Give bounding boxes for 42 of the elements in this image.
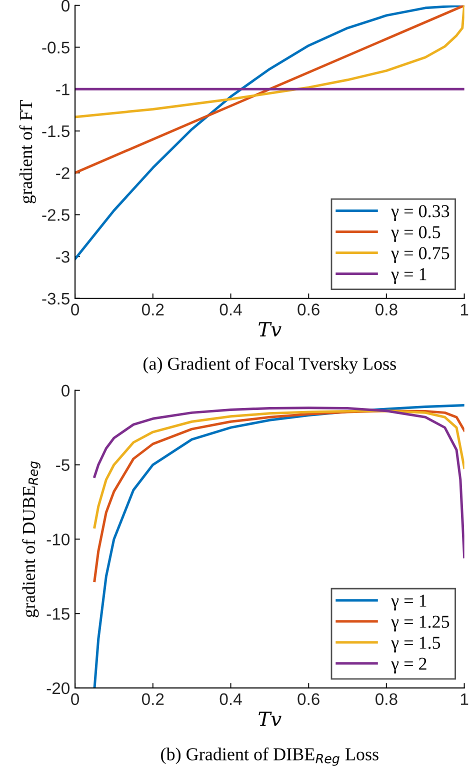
y-axis-title: gradient of FT	[19, 100, 36, 204]
x-tick-label: 0.6	[298, 304, 320, 316]
legend-label: γ = 0.33	[391, 205, 450, 221]
y-tick-label: -1.5	[42, 126, 70, 138]
x-axis-title: Tv	[258, 322, 282, 336]
y-tick-label: -1	[56, 84, 70, 96]
legend-label: γ = 1	[391, 594, 426, 611]
x-tick-label: 1	[460, 304, 468, 316]
text: (a) Gradient of Focal Tversky Loss	[144, 356, 396, 374]
x-tick-label: 0	[71, 304, 80, 316]
y-axis-title: gradient of DUBE$_{Reg}$	[22, 461, 40, 618]
y-tick-label: -2.5	[42, 209, 70, 221]
text: (b) Gradient of DIBE$_{Reg}$ Loss	[161, 747, 378, 766]
y-tick-label: -3	[56, 250, 70, 263]
y-tick-label: -10	[46, 534, 70, 546]
line-series	[93, 406, 464, 558]
y-tick-label: -15	[46, 608, 70, 620]
line-series	[93, 410, 464, 529]
x-tick-label: 0.8	[376, 304, 398, 316]
y-tick-label: -5	[56, 459, 70, 471]
y-tick-label: -20	[46, 682, 70, 694]
legend-label: γ = 1.25	[391, 616, 450, 632]
line-series	[75, 5, 464, 118]
legend-label: γ = 0.5	[391, 226, 440, 242]
legend-label: γ = 0.75	[391, 247, 450, 263]
legend-label: γ = 2	[391, 658, 426, 674]
x-tick-label: 0	[71, 693, 80, 706]
x-tick-label: 0.2	[142, 693, 164, 706]
x-tick-label: 0.2	[142, 304, 164, 316]
x-tick-label: 0.4	[220, 693, 242, 706]
y-tick-label: 0	[62, 0, 70, 12]
x-tick-label: 1	[460, 693, 468, 705]
y-tick-label: 0	[62, 384, 70, 397]
legend-label: γ = 1	[391, 268, 426, 284]
y-tick-label: -2	[56, 167, 70, 179]
x-tick-label: 0.8	[376, 693, 398, 706]
x-tick-label: 0.6	[298, 693, 320, 706]
y-tick-label: -0.5	[42, 42, 70, 54]
x-axis-title: Tv	[258, 712, 282, 726]
legend-label: γ = 1.5	[391, 636, 440, 653]
y-tick-label: -3.5	[42, 292, 70, 305]
x-tick-label: 0.4	[220, 304, 242, 316]
